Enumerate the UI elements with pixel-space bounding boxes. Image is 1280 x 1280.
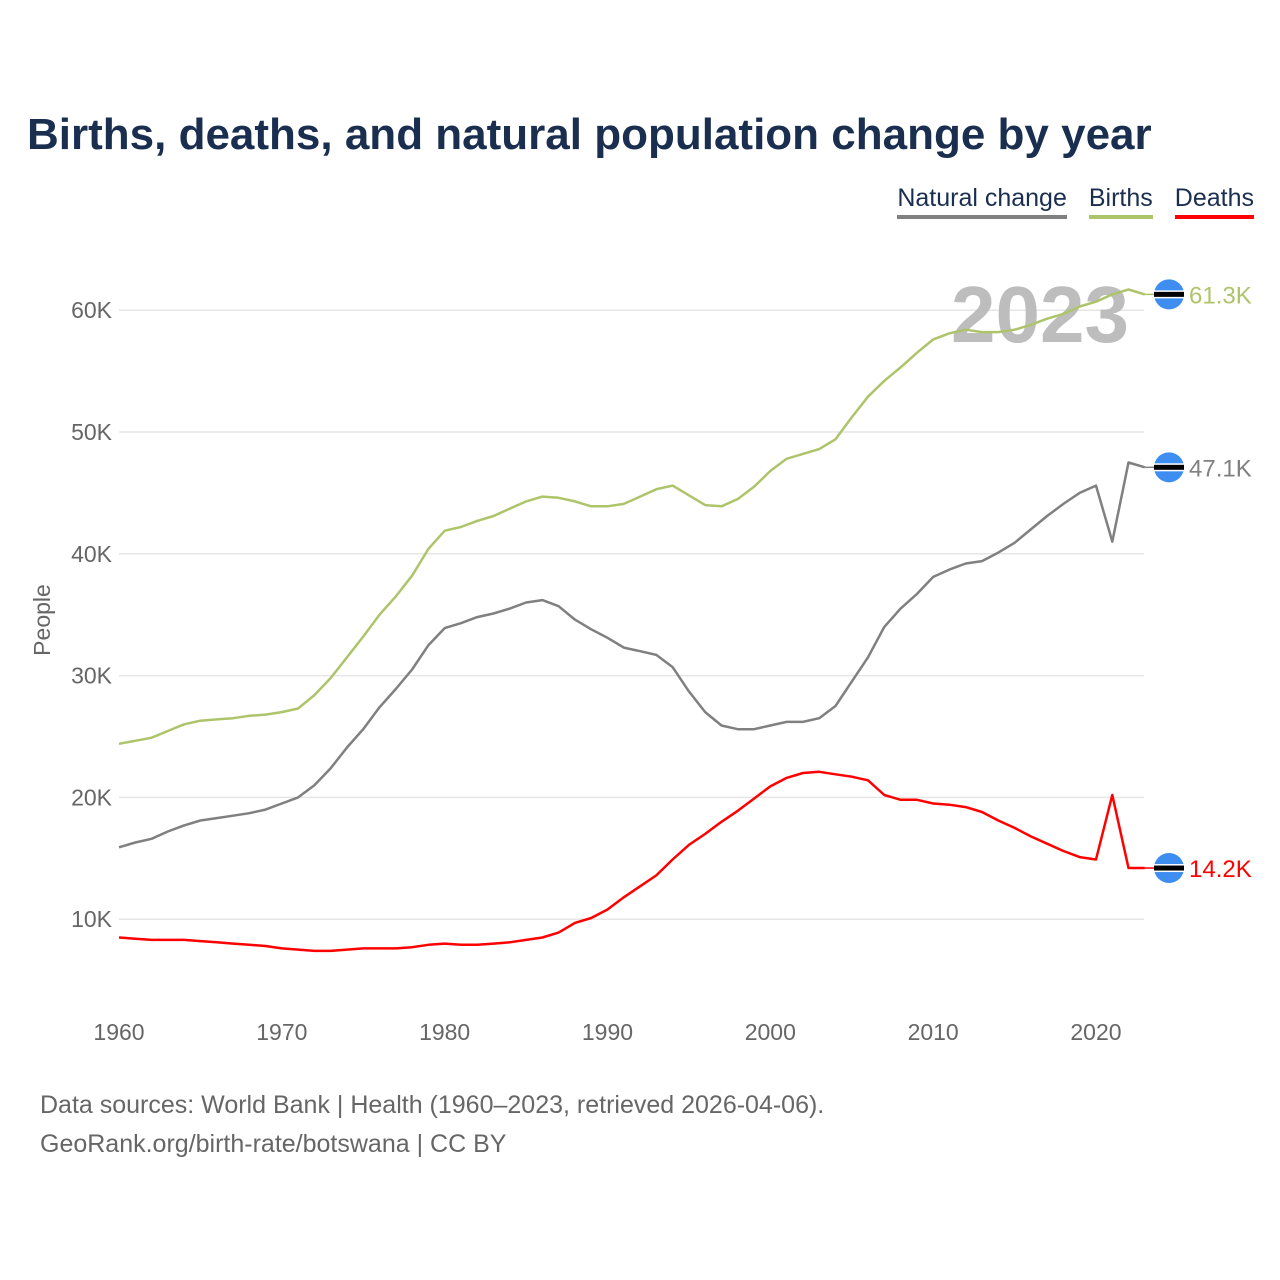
y-axis-label: People: [29, 584, 55, 656]
legend-item-births[interactable]: Births: [1088, 184, 1153, 219]
y-tick-label: 40K: [71, 541, 113, 567]
botswana-flag-icon: [1154, 853, 1184, 884]
x-tick-label: 1990: [582, 1019, 633, 1045]
current-year-label: 2023: [951, 270, 1129, 359]
legend-item-natural-change[interactable]: Natural change: [897, 184, 1067, 219]
chart-title: Births, deaths, and natural population c…: [27, 110, 1152, 159]
x-tick-label: 1970: [256, 1019, 307, 1045]
flag-black-band: [1154, 291, 1184, 297]
series-line-natural-change: [118, 461, 1146, 849]
x-tick-label: 2000: [745, 1019, 796, 1045]
botswana-flag-icon: [1154, 452, 1184, 483]
end-value-label: 14.2K: [1189, 856, 1252, 883]
end-value-label: 47.1K: [1189, 455, 1252, 482]
data-source-note: Data sources: World Bank | Health (1960–…: [40, 1091, 825, 1119]
y-tick-label: 20K: [71, 784, 113, 810]
y-tick-label: 30K: [71, 663, 113, 689]
end-value-label: 61.3K: [1189, 282, 1252, 309]
x-tick-label: 1980: [419, 1019, 470, 1045]
y-tick-label: 50K: [71, 419, 113, 445]
x-tick-label: 2010: [908, 1019, 959, 1045]
source-link[interactable]: GeoRank.org/birth-rate/botswana | CC BY: [40, 1130, 507, 1158]
flag-black-band: [1154, 464, 1184, 470]
footer: Data sources: World Bank | Health (1960–…: [40, 1086, 824, 1164]
series-line-deaths: [118, 770, 1145, 953]
botswana-flag-icon: [1154, 279, 1184, 310]
x-tick-label: 1960: [93, 1019, 144, 1045]
legend: Natural change Births Deaths: [897, 184, 1254, 219]
x-tick-label: 2020: [1070, 1019, 1121, 1045]
series-line-births: [118, 288, 1146, 746]
y-tick-label: 60K: [71, 297, 113, 323]
y-tick-label: 10K: [71, 906, 113, 932]
flag-black-band: [1154, 865, 1184, 871]
legend-item-deaths[interactable]: Deaths: [1174, 184, 1254, 219]
